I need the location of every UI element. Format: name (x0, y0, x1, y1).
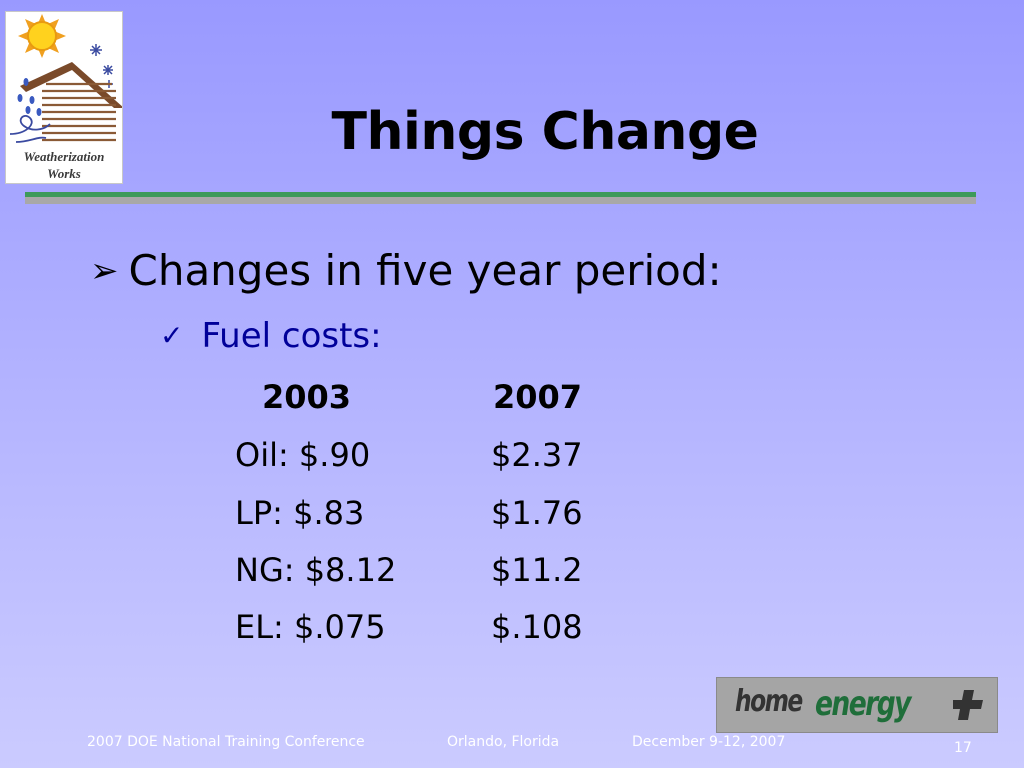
table-cell-el-2003: EL: $.075 (235, 608, 386, 646)
table-header-2007: 2007 (493, 378, 583, 416)
raindrop-icon (17, 78, 42, 116)
plus-icon (953, 690, 983, 720)
table-cell-lp-2003: LP: $.83 (235, 494, 365, 532)
table-cell-ng-2003: NG: $8.12 (235, 551, 397, 589)
table-cell-lp-2007: $1.76 (491, 494, 583, 532)
table-cell-ng-2007: $11.2 (491, 551, 583, 589)
footer-dates: December 9-12, 2007 (632, 734, 786, 750)
home-energy-logo: home energy (716, 677, 998, 733)
footer-location: Orlando, Florida (447, 734, 560, 750)
footer-conference: 2007 DOE National Training Conference (87, 734, 365, 750)
title-rule-gray (25, 197, 976, 204)
title-rule-green (25, 192, 976, 197)
bullet-changes-text: Changes in five year period: (128, 246, 722, 295)
arrowhead-bullet-icon: ➢ (90, 251, 119, 291)
table-header-2003: 2003 (262, 378, 352, 416)
checkmark-bullet-icon: ✓ (160, 319, 184, 352)
weatherization-works-logo: Weatherization Works (5, 11, 123, 184)
table-cell-oil-2003: Oil: $.90 (235, 436, 371, 474)
bullet-changes: ➢ Changes in five year period: (90, 246, 722, 295)
bullet-fuel-costs: ✓ Fuel costs: (160, 316, 382, 356)
snowflake-icon (90, 44, 113, 88)
bullet-fuel-costs-text: Fuel costs: (201, 316, 382, 356)
table-cell-el-2007: $.108 (491, 608, 583, 646)
table-cell-oil-2007: $2.37 (491, 436, 583, 474)
page-number: 17 (954, 740, 972, 756)
wind-icon (9, 114, 51, 143)
logo-text-line1: Weatherization (23, 149, 105, 164)
logo-word-home: home (735, 684, 803, 719)
sun-icon (18, 14, 66, 58)
slide-title: Things Change (331, 102, 759, 162)
logo-text-line2: Works (47, 166, 81, 181)
logo-graphic (9, 14, 122, 143)
house-icon (20, 62, 122, 142)
logo-word-energy: energy (815, 684, 911, 724)
